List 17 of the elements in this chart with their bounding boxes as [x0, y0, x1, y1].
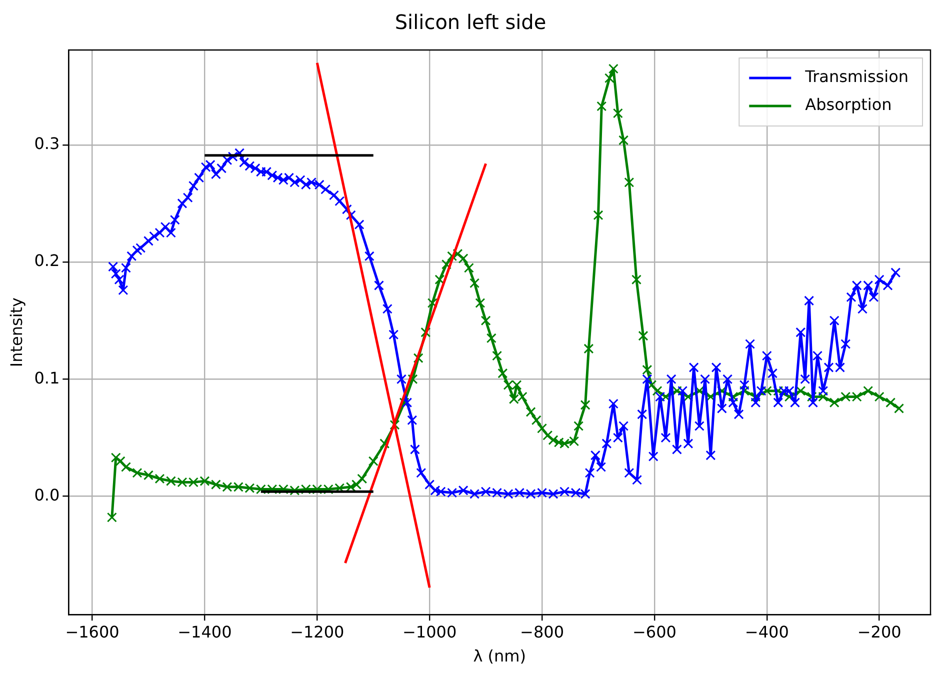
x-tick-label: −1200	[290, 622, 344, 642]
y-tick-label: 0.1	[34, 368, 60, 388]
y-tick-label: 0.3	[34, 134, 60, 154]
x-tick-label: −1600	[65, 622, 120, 642]
chart-title: Silicon left side	[394, 10, 546, 34]
x-tick-label: −800	[520, 622, 564, 642]
x-tick-label: −1400	[178, 622, 232, 642]
x-tick-label: −1000	[402, 622, 457, 642]
y-axis-title: Intensity	[6, 297, 26, 368]
x-tick-label: −200	[857, 622, 902, 642]
x-tick-label: −600	[632, 622, 676, 642]
x-tick-label: −400	[744, 622, 789, 642]
y-tick-label: 0.2	[34, 251, 60, 270]
y-tick-label: 0.0	[34, 485, 60, 504]
legend-label: Transmission	[804, 67, 908, 86]
x-axis-title: λ (nm)	[473, 646, 526, 666]
legend-label: Absorption	[805, 95, 892, 114]
